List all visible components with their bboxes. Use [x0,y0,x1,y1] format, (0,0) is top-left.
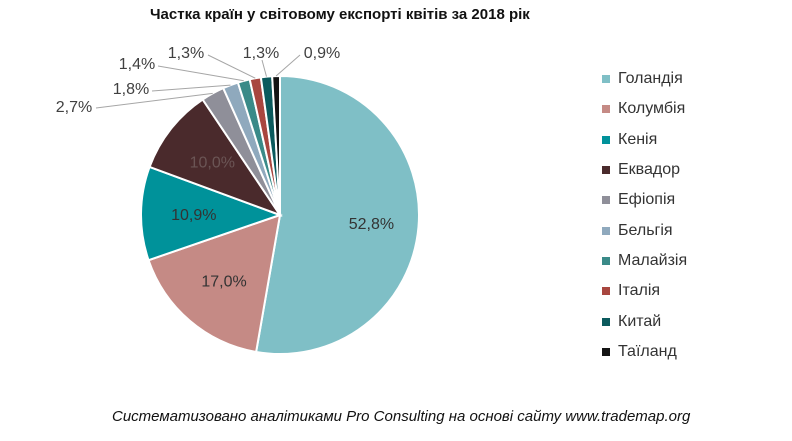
legend-swatch [602,287,610,296]
legend-item-4: Еквадор [602,155,687,185]
legend-swatch [602,347,610,356]
legend-swatch [602,317,610,326]
legend-label: Еквадор [618,161,681,179]
legend-label: Голандія [618,70,683,88]
legend: Голандія Колумбія Кенія Еквадор Ефіопія Бельг… [602,64,687,367]
legend-label: Ефіопія [618,191,676,209]
chart-title: Частка країн у світовому експорті квітів… [150,6,530,23]
legend-swatch [602,105,610,114]
legend-label: Малайзія [618,251,688,269]
legend-item-1: Голандія [602,64,687,94]
legend-item-6: Бельгія [602,215,687,245]
legend-label: Колумбія [618,100,686,118]
legend-swatch [602,166,610,175]
data-label-6: 1,8% [113,81,149,98]
leader-line-6 [151,84,231,92]
legend-swatch [602,135,610,144]
leader-line-8 [207,54,256,79]
data-label-3: 10,9% [171,207,216,224]
pie-slice-1 [254,74,420,355]
legend-label: Китай [618,312,662,330]
legend-item-9: Китай [602,306,687,336]
data-label-1: 52,8% [349,216,394,233]
data-label-10: 0,9% [304,45,340,62]
data-label-4: 10,0% [190,155,235,172]
legend-item-2: Колумбія [602,94,687,124]
source-note: Систематизовано аналітиками Pro Consulti… [112,408,691,425]
legend-item-5: Ефіопія [602,185,687,215]
legend-item-3: Кенія [602,125,687,155]
legend-item-8: Італія [602,276,687,306]
legend-swatch [602,75,610,84]
legend-label: Кенія [618,130,658,148]
legend-swatch [602,196,610,205]
legend-label: Бельгія [618,221,673,239]
data-label-7: 1,4% [119,56,155,73]
data-label-2: 17,0% [201,274,246,291]
data-label-9: 1,3% [243,45,279,62]
legend-item-7: Малайзія [602,246,687,276]
legend-label: Італія [618,282,661,300]
legend-swatch [602,256,610,265]
pie-slice-4 [148,98,283,218]
legend-swatch [602,226,610,235]
data-label-8: 1,3% [168,45,204,62]
leader-line-10 [275,54,301,77]
leader-line-7 [157,65,244,82]
leader-line-9 [261,59,267,77]
pie-slice-3 [140,165,283,262]
legend-label: Таїланд [618,342,677,360]
legend-item-10: Таїланд [602,337,687,367]
data-label-5: 2,7% [56,99,92,116]
leader-line-5 [95,92,213,109]
